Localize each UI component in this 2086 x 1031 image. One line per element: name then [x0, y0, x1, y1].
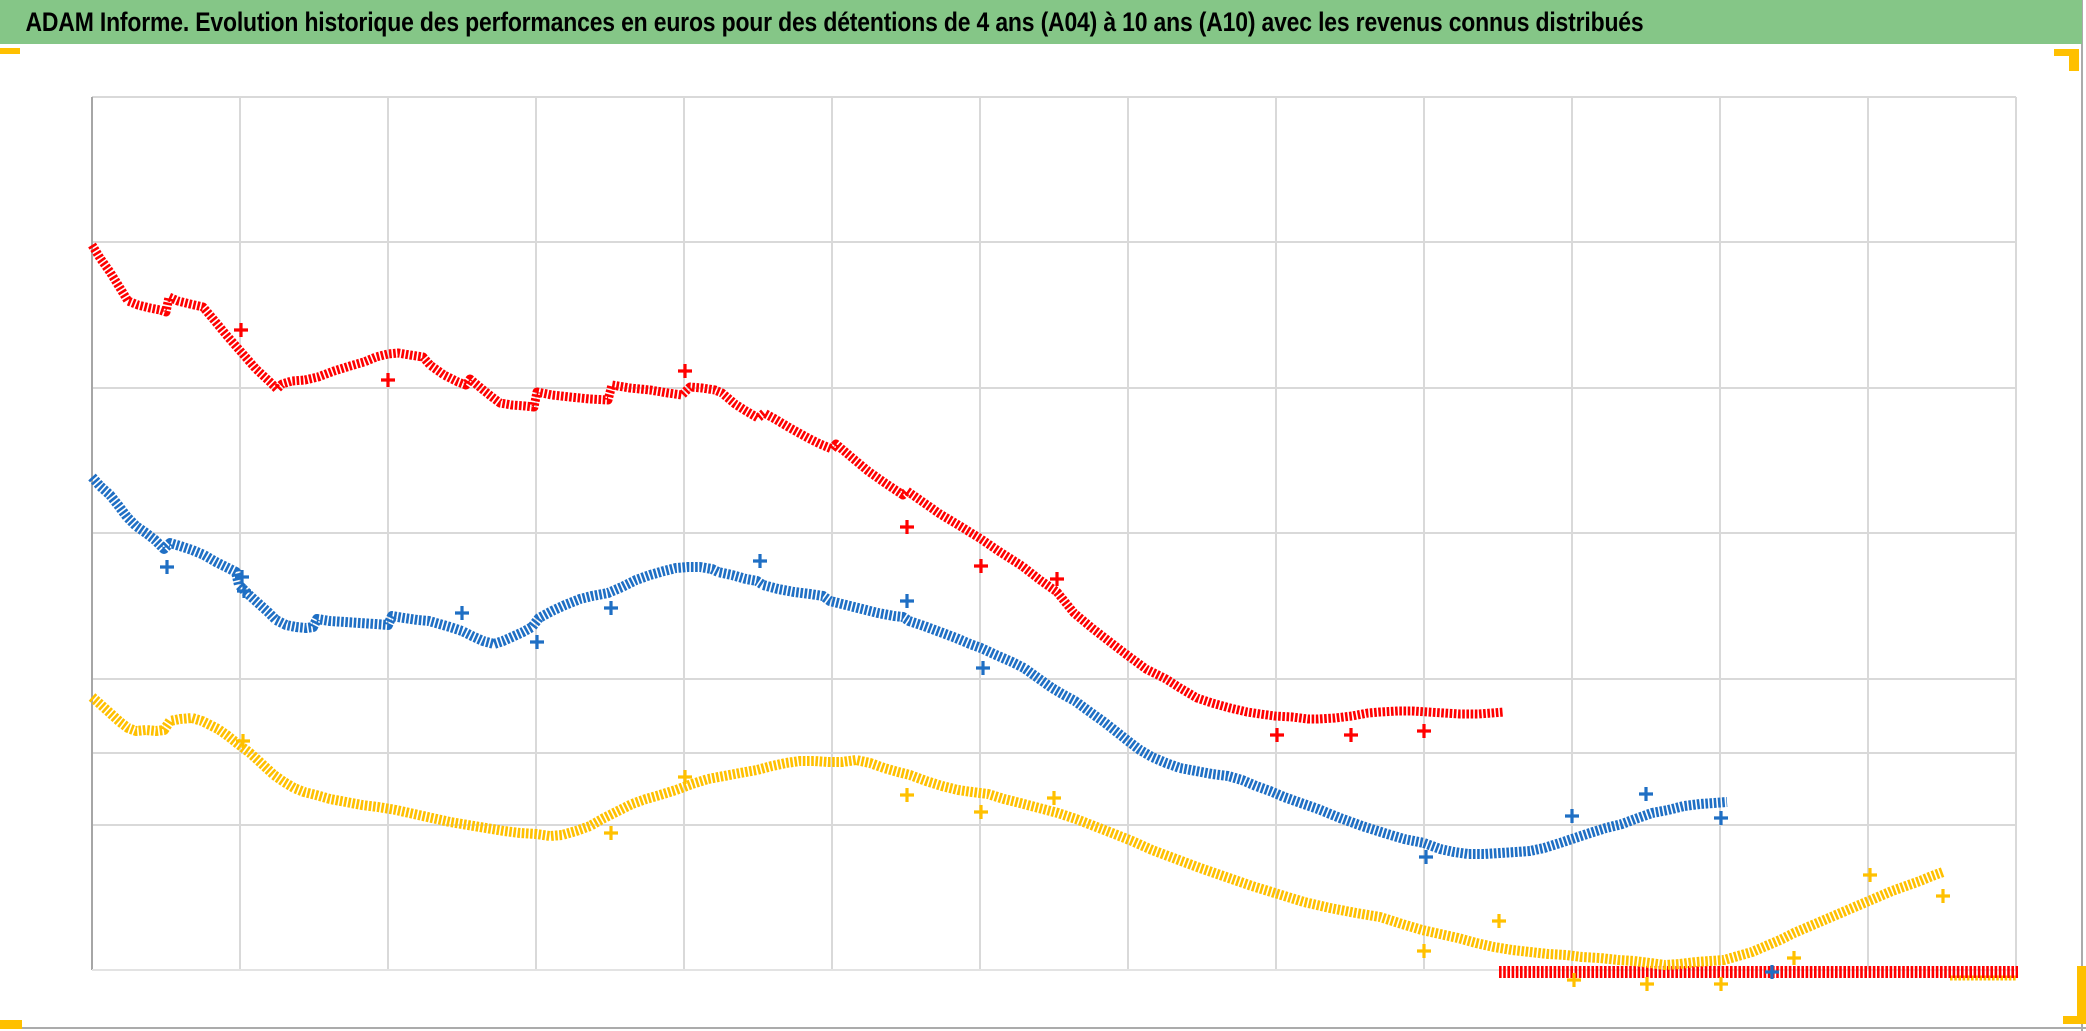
series-red-line — [88, 242, 1505, 724]
chart-title-bar: ADAM Informe. Evolution historique des p… — [0, 0, 2082, 44]
series-red-outlier-markers — [234, 323, 1431, 742]
chart-title-text: ADAM Informe. Evolution historique des p… — [25, 6, 1644, 37]
handle-top-right-icon[interactable] — [2054, 49, 2079, 56]
handle-bottom-right-icon[interactable] — [2063, 1016, 2086, 1024]
series-blue-line — [88, 473, 1728, 859]
handle-bottom-left-icon[interactable] — [0, 1020, 22, 1029]
handle-top-right-icon[interactable] — [2069, 49, 2079, 71]
series-yellow-line — [88, 693, 1945, 970]
handle-top-left-icon[interactable] — [0, 48, 20, 54]
series-yellow-outlier-markers — [236, 734, 1950, 991]
handle-bottom-right-icon[interactable] — [2077, 966, 2086, 1024]
series-blue-outlier-markers — [160, 554, 1779, 979]
